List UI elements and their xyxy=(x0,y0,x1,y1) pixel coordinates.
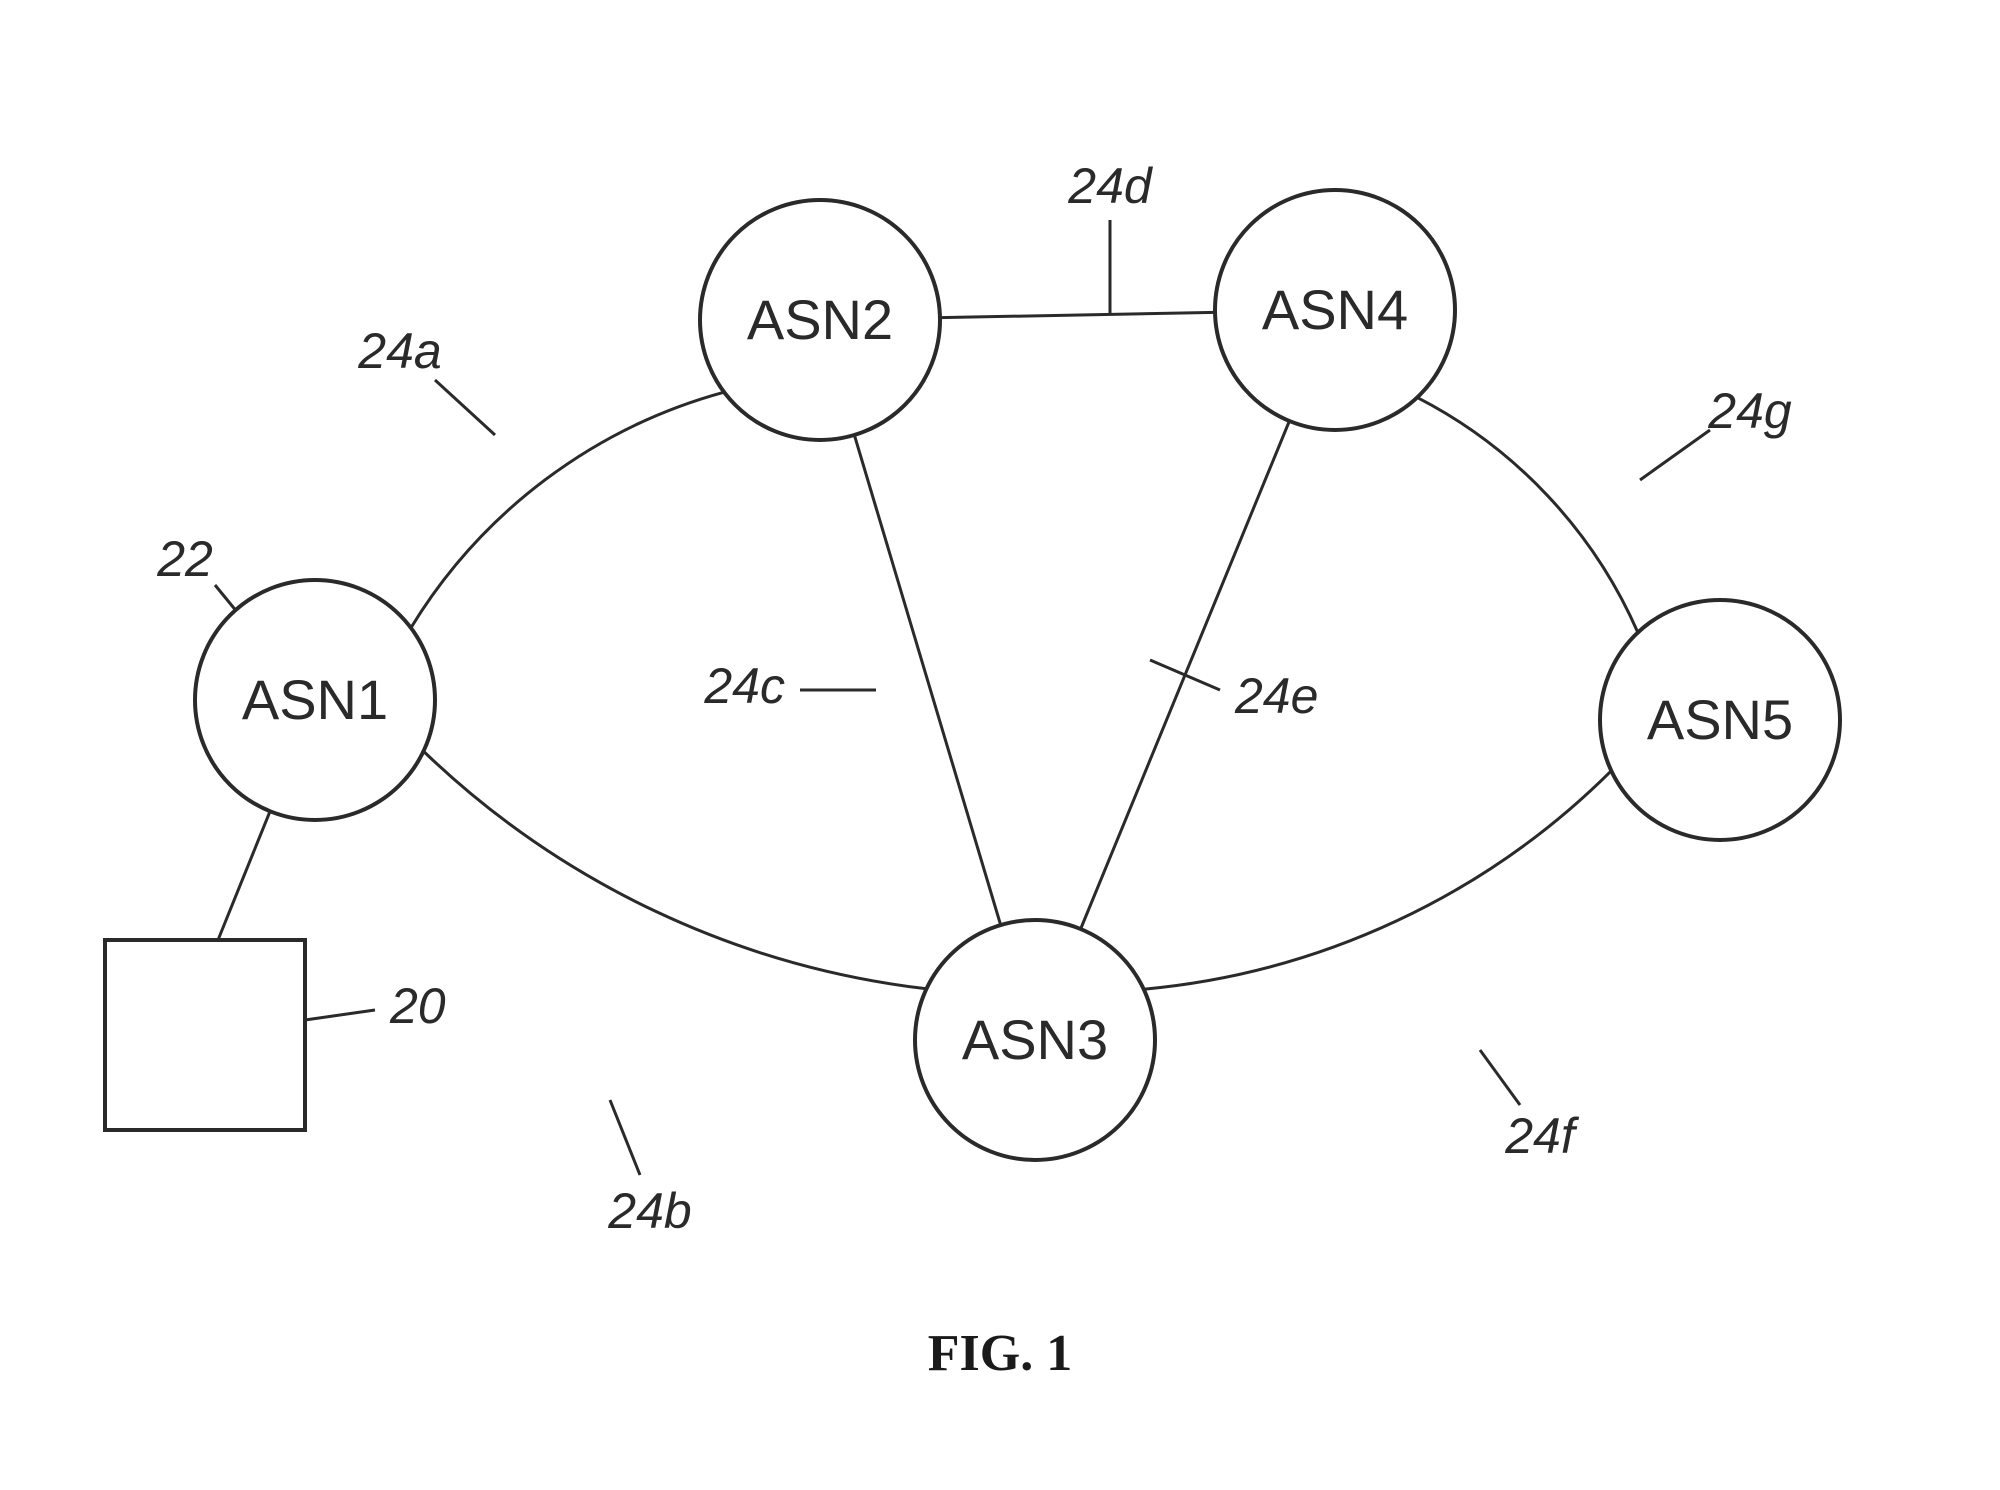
ref-r24a: 24a xyxy=(357,323,441,379)
edge-e24d xyxy=(940,312,1215,317)
ref-r20: 20 xyxy=(389,978,446,1034)
tick-t24b xyxy=(610,1100,640,1175)
ref-r24g: 24g xyxy=(1707,383,1792,439)
edge-ebox xyxy=(218,811,270,940)
edge-e24c xyxy=(854,435,1000,925)
edge-e24b xyxy=(424,751,927,989)
ref-r22: 22 xyxy=(156,531,213,587)
node-asn4-label: ASN4 xyxy=(1262,278,1408,341)
edges-layer xyxy=(218,312,1638,989)
edge-e24f xyxy=(1144,771,1612,989)
ref-r24e: 24e xyxy=(1234,668,1318,724)
node-asn1-label: ASN1 xyxy=(242,668,388,731)
edge-e24a xyxy=(411,392,724,628)
tick-t24e xyxy=(1150,660,1220,690)
ref-r24c: 24c xyxy=(703,658,785,714)
tick-t24f xyxy=(1480,1050,1520,1105)
node-asn3-label: ASN3 xyxy=(962,1008,1108,1071)
tick-t24g xyxy=(1640,430,1710,480)
ref-r24b: 24b xyxy=(607,1183,691,1239)
node-asn2-label: ASN2 xyxy=(747,288,893,351)
node-asn5-label: ASN5 xyxy=(1647,688,1793,751)
tick-t24a xyxy=(435,380,495,435)
tick-t20 xyxy=(305,1010,375,1020)
edge-e24g xyxy=(1417,397,1638,632)
box-20 xyxy=(105,940,305,1130)
ref-r24d: 24d xyxy=(1067,158,1154,214)
ref-r24f: 24f xyxy=(1504,1108,1580,1164)
figure-caption: FIG. 1 xyxy=(928,1325,1072,1382)
